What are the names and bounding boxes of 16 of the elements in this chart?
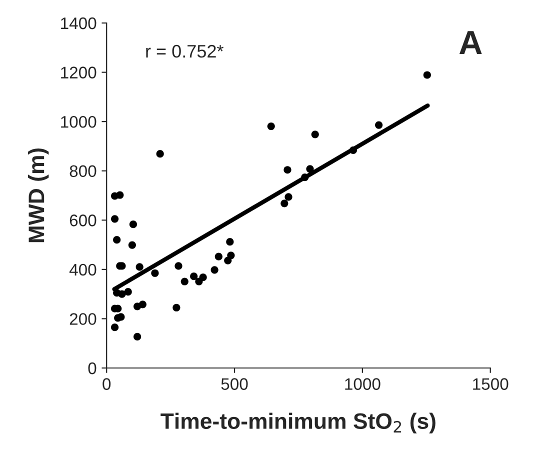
y-tick-label: 1000	[61, 116, 96, 128]
y-tick-label: 1400	[61, 17, 96, 30]
y-tick-label: 600	[70, 214, 96, 226]
x-tick-label: 1000	[345, 378, 380, 390]
annotation: r = 0.752*	[146, 44, 224, 58]
x-axis-title: Time-to-minimum StO$_{2}$ (s)	[160, 412, 436, 434]
y-axis-title: MWD (m)	[28, 148, 49, 242]
y-tick-label: 200	[70, 313, 96, 325]
x-tick-label: 500	[221, 378, 248, 390]
y-tick-label: 0	[88, 362, 96, 374]
x-tick-label: 0	[102, 378, 111, 390]
x-tick-label: 1500	[473, 378, 508, 390]
y-tick-label: 1200	[61, 66, 96, 78]
y-tick-label: 400	[69, 264, 96, 276]
chart-title: A	[459, 31, 482, 54]
y-tick-label: 800	[70, 165, 96, 178]
